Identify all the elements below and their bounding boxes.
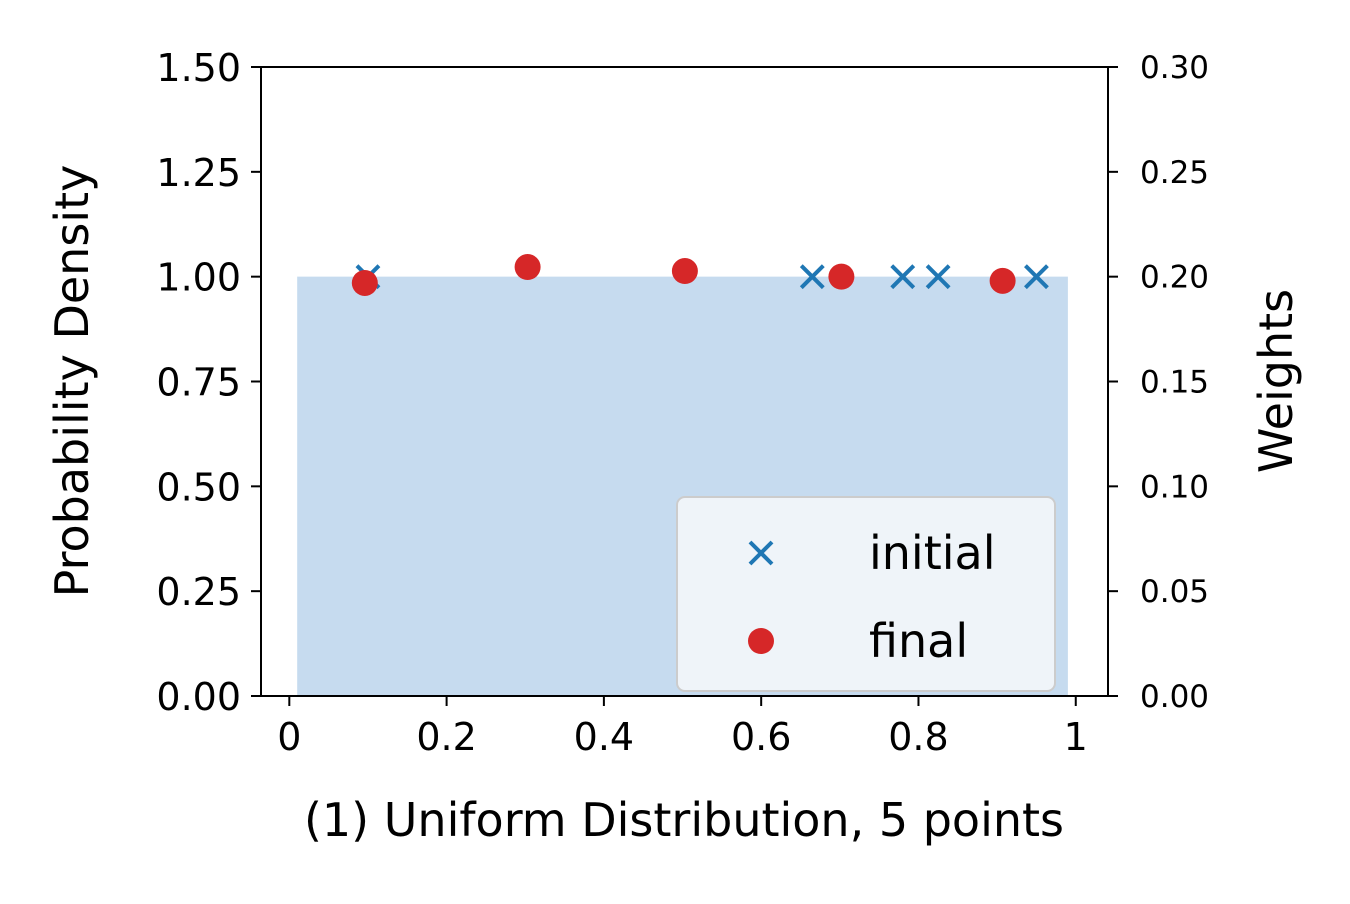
- y2-tick-label: 0.25: [1140, 155, 1209, 191]
- y-tick-label: 0.00: [156, 675, 241, 719]
- y-tick-label: 0.50: [156, 465, 241, 509]
- y2-tick-label: 0.05: [1140, 574, 1209, 610]
- y2-tick-label: 0.10: [1140, 469, 1209, 505]
- legend-box: [676, 496, 1056, 692]
- x-tick-label: 1: [1064, 715, 1088, 759]
- point: [828, 263, 855, 290]
- y-axis-label: Probability Density: [45, 165, 99, 598]
- y-tick-label: 1.50: [156, 46, 241, 90]
- y2-tick-label: 0.20: [1140, 260, 1209, 296]
- legend-marker: [748, 540, 774, 566]
- point: [1024, 264, 1049, 290]
- legend-marker: [748, 628, 774, 654]
- x-tick-label: 0.6: [731, 715, 791, 759]
- point: [671, 258, 698, 285]
- x-tick-label: 0.4: [574, 715, 634, 759]
- y2-tick-label: 0.30: [1140, 50, 1209, 86]
- point: [799, 264, 825, 290]
- x-tick-label: 0: [277, 715, 301, 759]
- point: [514, 254, 541, 281]
- point: [989, 267, 1016, 294]
- x-tick-label: 0.8: [888, 715, 948, 759]
- legend-label: final: [869, 614, 968, 668]
- y-tick-label: 0.25: [156, 570, 241, 614]
- y-tick-label: 1.00: [156, 256, 241, 300]
- x-axis-label: (1) Uniform Distribution, 5 points: [304, 793, 1064, 847]
- legend-label: initial: [869, 526, 996, 580]
- y2-axis-label: Weights: [1249, 289, 1303, 473]
- y-tick-label: 0.75: [156, 361, 241, 405]
- point: [925, 264, 951, 290]
- y2-tick-label: 0.00: [1140, 679, 1209, 715]
- y2-tick-label: 0.15: [1140, 365, 1209, 401]
- point: [890, 264, 916, 290]
- point: [351, 269, 378, 296]
- y-tick-label: 1.25: [156, 151, 241, 195]
- x-tick-label: 0.2: [416, 715, 476, 759]
